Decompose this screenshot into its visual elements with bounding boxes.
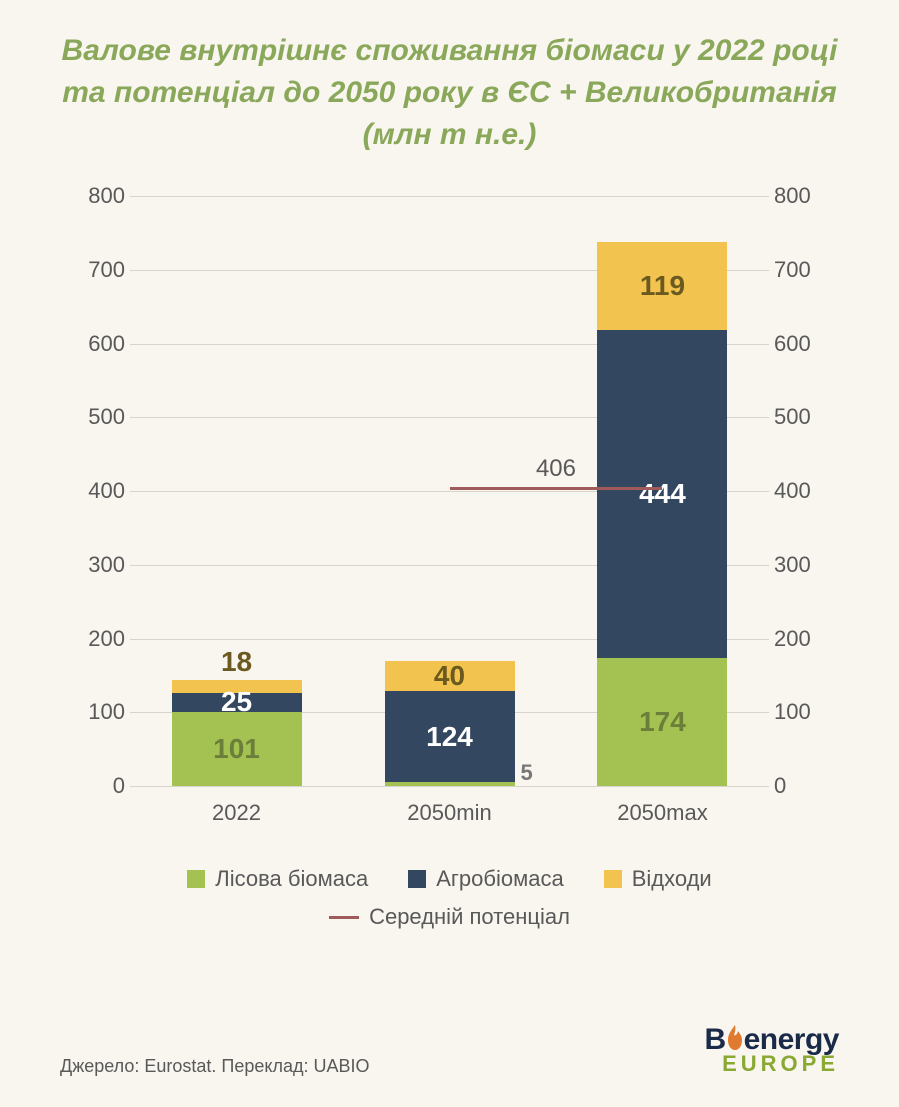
gridline [130, 196, 769, 197]
y-tick-left: 0 [75, 773, 125, 799]
y-tick-right: 700 [774, 257, 824, 283]
bar-group: 512440 [385, 661, 515, 786]
y-tick-right: 400 [774, 478, 824, 504]
y-tick-right: 100 [774, 699, 824, 725]
y-tick-right: 600 [774, 331, 824, 357]
y-tick-left: 200 [75, 626, 125, 652]
y-tick-right: 0 [774, 773, 824, 799]
bar-value-waste: 119 [597, 270, 727, 302]
y-tick-right: 500 [774, 404, 824, 430]
source-text: Джерело: Eurostat. Переклад: UABIO [60, 1056, 370, 1077]
bar-seg-forest [385, 782, 515, 786]
bar-value-forest: 174 [597, 706, 727, 738]
chart-area: 0 0 100 100 200 200 300 300 400 400 500 500 600 600 70… [70, 186, 829, 836]
legend-line-icon [329, 916, 359, 919]
legend-item-agro: Агробіомаса [408, 866, 564, 892]
legend-item-waste: Відходи [604, 866, 712, 892]
flame-icon [726, 1025, 744, 1059]
gridline [130, 786, 769, 787]
legend-item-avg: Середній потенціал [329, 904, 570, 930]
bar-value-waste: 40 [385, 660, 515, 692]
bar-value-agro: 25 [172, 686, 302, 718]
logo-sub: EUROPE [704, 1051, 839, 1077]
avg-line-label: 406 [536, 455, 576, 483]
legend-label: Відходи [632, 866, 712, 892]
legend-swatch-icon [187, 870, 205, 888]
y-tick-left: 400 [75, 478, 125, 504]
chart-title: Валове внутрішнє споживання біомаси у 20… [50, 30, 849, 156]
legend-swatch-icon [604, 870, 622, 888]
legend-label: Агробіомаса [436, 866, 564, 892]
bar-value-waste: 18 [172, 646, 302, 678]
bar-value-forest: 5 [521, 760, 533, 786]
bar-value-agro: 444 [597, 478, 727, 510]
logo: Benergy EUROPE [704, 1023, 839, 1077]
y-tick-left: 300 [75, 552, 125, 578]
bar-value-agro: 124 [385, 721, 515, 753]
y-tick-right: 200 [774, 626, 824, 652]
avg-line [450, 487, 663, 490]
legend-item-forest: Лісова біомаса [187, 866, 368, 892]
x-tick: 2022 [212, 800, 261, 826]
footer: Джерело: Eurostat. Переклад: UABIO Bener… [60, 1023, 839, 1077]
bar-group: 174 444 119 [597, 242, 727, 786]
plot-region: 0010010020020030030040040050050060060070… [130, 196, 769, 786]
y-tick-left: 600 [75, 331, 125, 357]
y-tick-left: 500 [75, 404, 125, 430]
y-tick-left: 800 [75, 183, 125, 209]
bar-group: 1012518 [172, 680, 302, 786]
y-tick-left: 700 [75, 257, 125, 283]
x-tick: 2050max [617, 800, 708, 826]
y-tick-left: 100 [75, 699, 125, 725]
legend: Лісова біомаса Агробіомаса Відходи Середні… [50, 866, 849, 930]
x-tick: 2050min [407, 800, 491, 826]
bar-value-forest: 101 [172, 733, 302, 765]
legend-label: Середній потенціал [369, 904, 570, 930]
y-tick-right: 800 [774, 183, 824, 209]
y-tick-right: 300 [774, 552, 824, 578]
legend-label: Лісова біомаса [215, 866, 368, 892]
legend-swatch-icon [408, 870, 426, 888]
